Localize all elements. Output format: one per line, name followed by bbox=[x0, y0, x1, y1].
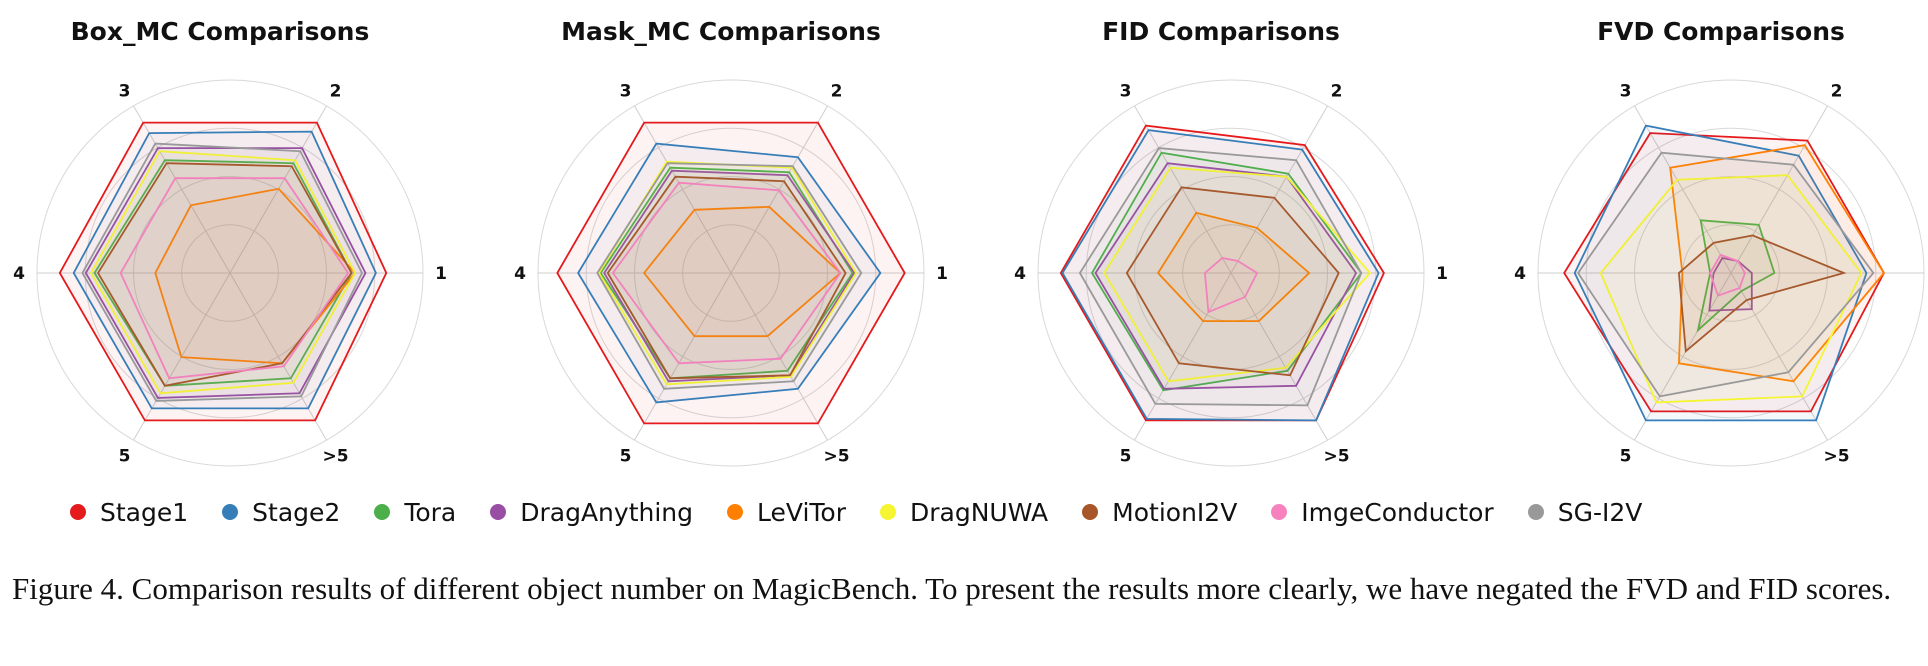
axis-label: 5 bbox=[1620, 447, 1632, 467]
axis-label: 1 bbox=[936, 264, 948, 284]
series-imgeconductor bbox=[119, 177, 350, 380]
legend-label: Stage1 bbox=[100, 497, 189, 527]
legend-marker bbox=[1527, 504, 1544, 520]
legend-item-motioni2v: MotionI2V bbox=[1082, 498, 1237, 527]
series-motioni2v bbox=[96, 162, 353, 387]
series-motioni2v bbox=[1677, 234, 1847, 354]
legend-marker bbox=[70, 504, 86, 520]
chart-fid-comparisons: FID Comparisons 1 2 3 4 5 >5 bbox=[1014, 17, 1448, 467]
series-imgeconductor bbox=[1203, 257, 1259, 314]
series-sg-i2v bbox=[81, 142, 364, 402]
axis-label: 1 bbox=[435, 264, 447, 284]
axis-label: 5 bbox=[620, 447, 632, 467]
grid-spoke bbox=[634, 105, 732, 274]
series-levitor bbox=[642, 205, 842, 338]
series-imgeconductor bbox=[1709, 253, 1746, 297]
legend-item-imgeconductor: ImgeConductor bbox=[1271, 497, 1494, 527]
legend-item-dragnuwa: DragNUWA bbox=[879, 497, 1049, 527]
series-dragnuwa bbox=[1599, 174, 1863, 404]
legend-label: Tora bbox=[404, 497, 457, 527]
series-motioni2v bbox=[606, 175, 847, 380]
legend-item-draganything: DragAnything bbox=[490, 498, 693, 527]
grid-spoke bbox=[730, 272, 828, 441]
legend-label: LeViTor bbox=[757, 497, 846, 527]
series-stage1 bbox=[1563, 132, 1885, 413]
legend-marker bbox=[374, 504, 391, 520]
axis-label: 2 bbox=[1831, 81, 1843, 101]
legend-item-tora: Tora bbox=[374, 498, 456, 527]
series-sg-i2v bbox=[1577, 151, 1875, 398]
legend-item-levitor: LeViTor bbox=[727, 498, 846, 527]
axis-label: 3 bbox=[620, 81, 632, 101]
figure-caption: Figure 4. Comparison results of differen… bbox=[12, 571, 1892, 606]
legend-marker bbox=[1271, 504, 1288, 520]
chart-title: Box_MC Comparisons bbox=[71, 17, 370, 46]
axis-label: 2 bbox=[1331, 81, 1343, 101]
axis-label: >5 bbox=[1323, 447, 1349, 467]
chart-mask-mc-comparisons: Mask_MC Comparisons 1 2 3 4 5 >5 bbox=[514, 17, 948, 467]
grid-spoke bbox=[1230, 105, 1328, 274]
axis-label: 2 bbox=[831, 81, 843, 101]
legend-label: ImgeConductor bbox=[1301, 497, 1494, 527]
grid-spoke bbox=[1230, 272, 1328, 441]
chart-title: FID Comparisons bbox=[1102, 17, 1340, 46]
axis-label: 3 bbox=[1120, 81, 1132, 101]
axis-label: 4 bbox=[1014, 264, 1026, 284]
legend-item-stage2: Stage2 bbox=[222, 498, 340, 527]
series-motioni2v bbox=[1125, 186, 1340, 377]
chart-title: FVD Comparisons bbox=[1597, 17, 1845, 46]
axis-label: 5 bbox=[119, 447, 131, 467]
legend-label: MotionI2V bbox=[1112, 497, 1238, 527]
axis-label: 4 bbox=[13, 264, 25, 284]
series-levitor bbox=[1156, 211, 1311, 323]
series-tora bbox=[93, 159, 353, 387]
grid-spoke bbox=[1134, 272, 1232, 441]
legend-marker bbox=[490, 504, 507, 520]
series-sg-i2v bbox=[596, 162, 863, 390]
grid-spoke bbox=[1730, 105, 1828, 274]
series-imgeconductor bbox=[611, 181, 842, 365]
series-dragnuwa bbox=[89, 150, 357, 395]
axis-label: 1 bbox=[1436, 264, 1448, 284]
series-sg-i2v bbox=[1078, 147, 1363, 407]
grid-spoke bbox=[229, 272, 327, 441]
series-stage2 bbox=[1573, 124, 1868, 422]
axis-label: 2 bbox=[330, 81, 342, 101]
legend-marker bbox=[879, 504, 896, 520]
chart-title: Mask_MC Comparisons bbox=[561, 17, 881, 46]
axis-label: >5 bbox=[322, 447, 348, 467]
chart-box-mc-comparisons: Box_MC Comparisons 1 2 3 4 5 >5 bbox=[13, 17, 447, 467]
legend-marker bbox=[1082, 504, 1099, 520]
legend-marker bbox=[222, 504, 239, 520]
legend-label: DragNUWA bbox=[909, 497, 1049, 527]
legend-item-sg-i2v: SG-I2V bbox=[1527, 497, 1643, 527]
legend-marker bbox=[727, 504, 744, 520]
legend-label: Stage2 bbox=[252, 497, 341, 527]
axis-label: >5 bbox=[823, 447, 849, 467]
legend: Stage1 Stage2 Tora DragAnything LeViTor DragN… bbox=[70, 488, 1870, 536]
series-tora bbox=[599, 166, 854, 380]
axis-label: 5 bbox=[1120, 447, 1132, 467]
legend-label: DragAnything bbox=[520, 497, 694, 527]
legend-item-stage1: Stage1 bbox=[70, 498, 188, 527]
series-dragnuwa bbox=[1103, 166, 1372, 383]
axis-label: 4 bbox=[1514, 264, 1526, 284]
grid-spoke bbox=[634, 272, 732, 441]
grid-spoke bbox=[1134, 105, 1232, 274]
axis-label: 4 bbox=[514, 264, 526, 284]
axis-label: 3 bbox=[119, 81, 131, 101]
axis-label: 3 bbox=[1620, 81, 1632, 101]
series-dragnuwa bbox=[597, 160, 858, 386]
legend-label: SG-I2V bbox=[1557, 497, 1643, 527]
axis-label: >5 bbox=[1823, 447, 1849, 467]
